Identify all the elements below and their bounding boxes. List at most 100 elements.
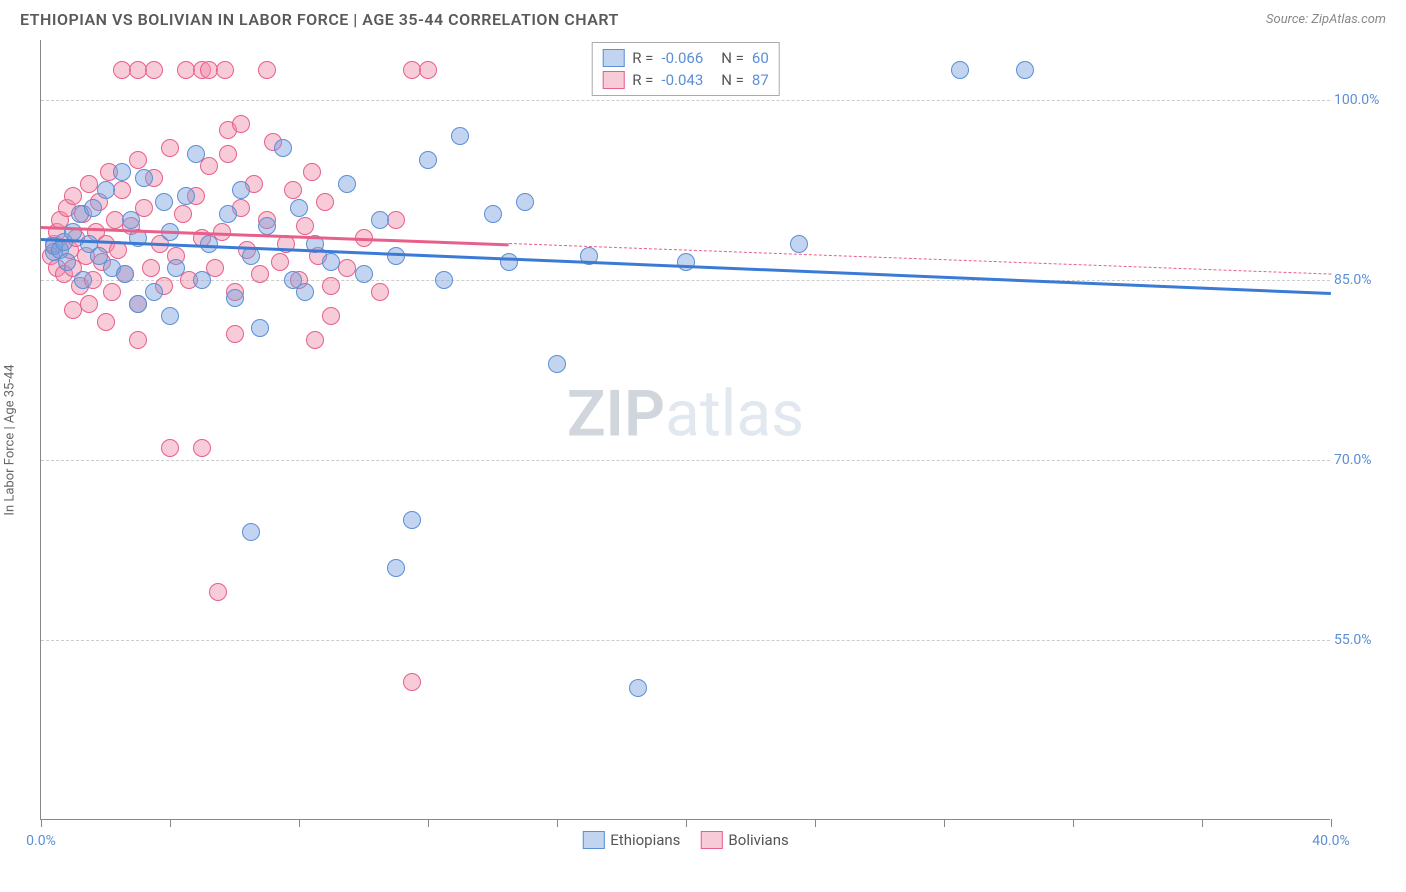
data-point xyxy=(226,325,244,343)
gridline-h xyxy=(41,460,1330,461)
data-point xyxy=(145,61,163,79)
y-tick-label: 85.0% xyxy=(1334,272,1386,288)
data-point xyxy=(306,331,324,349)
legend-row: R =-0.043N =87 xyxy=(602,69,769,91)
data-point xyxy=(1016,61,1034,79)
legend-n-label: N = xyxy=(721,49,744,67)
data-point xyxy=(129,295,147,313)
x-tick xyxy=(170,819,171,827)
data-point xyxy=(122,211,140,229)
data-point xyxy=(338,175,356,193)
data-point xyxy=(258,61,276,79)
gridline-h xyxy=(41,640,1330,641)
data-point xyxy=(226,289,244,307)
data-point xyxy=(403,511,421,529)
data-point xyxy=(296,283,314,301)
legend-n-value: 60 xyxy=(752,49,769,67)
data-point xyxy=(161,139,179,157)
legend-swatch xyxy=(602,71,624,89)
plot-area: ZIPatlas R =-0.066N =60R =-0.043N =87 Et… xyxy=(40,40,1330,820)
data-point xyxy=(167,259,185,277)
legend-r-value: -0.043 xyxy=(661,71,703,89)
data-point xyxy=(135,169,153,187)
data-point xyxy=(58,253,76,271)
data-point xyxy=(97,313,115,331)
data-point xyxy=(116,265,134,283)
x-tick xyxy=(1202,819,1203,827)
data-point xyxy=(322,253,340,271)
data-point xyxy=(219,145,237,163)
data-point xyxy=(274,139,292,157)
data-point xyxy=(500,253,518,271)
data-point xyxy=(219,205,237,223)
data-point xyxy=(74,271,92,289)
data-point xyxy=(64,187,82,205)
data-point xyxy=(419,151,437,169)
data-point xyxy=(951,61,969,79)
data-point xyxy=(451,127,469,145)
correlation-legend: R =-0.066N =60R =-0.043N =87 xyxy=(591,42,780,96)
data-point xyxy=(677,253,695,271)
legend-swatch xyxy=(700,831,722,849)
data-point xyxy=(371,283,389,301)
data-point xyxy=(387,211,405,229)
x-tick xyxy=(428,819,429,827)
data-point xyxy=(145,283,163,301)
x-tick xyxy=(557,819,558,827)
y-tick-label: 55.0% xyxy=(1334,632,1386,648)
data-point xyxy=(216,61,234,79)
x-tick xyxy=(299,819,300,827)
data-point xyxy=(303,163,321,181)
data-point xyxy=(209,583,227,601)
chart-title: ETHIOPIAN VS BOLIVIAN IN LABOR FORCE | A… xyxy=(20,10,619,29)
series-legend: EthiopiansBolivians xyxy=(582,831,788,849)
data-point xyxy=(435,271,453,289)
data-point xyxy=(174,205,192,223)
x-tick xyxy=(1073,819,1074,827)
source-label: Source: ZipAtlas.com xyxy=(1266,12,1386,27)
legend-swatch xyxy=(582,831,604,849)
data-point xyxy=(516,193,534,211)
x-tick-label: 40.0% xyxy=(1312,833,1350,849)
data-point xyxy=(355,265,373,283)
data-point xyxy=(187,145,205,163)
y-tick-label: 100.0% xyxy=(1334,92,1386,108)
y-axis-label: In Labor Force | Age 35-44 xyxy=(3,364,18,515)
data-point xyxy=(193,271,211,289)
x-tick xyxy=(944,819,945,827)
data-point xyxy=(629,679,647,697)
data-point xyxy=(232,181,250,199)
data-point xyxy=(271,253,289,271)
data-point xyxy=(371,211,389,229)
trend-line-dashed xyxy=(509,243,1331,275)
data-point xyxy=(129,151,147,169)
data-point xyxy=(290,199,308,217)
data-point xyxy=(193,439,211,457)
data-point xyxy=(161,439,179,457)
gridline-h xyxy=(41,100,1330,101)
data-point xyxy=(258,217,276,235)
data-point xyxy=(84,199,102,217)
data-point xyxy=(316,193,334,211)
legend-r-label: R = xyxy=(632,49,653,67)
data-point xyxy=(103,283,121,301)
x-tick xyxy=(686,819,687,827)
data-point xyxy=(322,307,340,325)
legend-r-label: R = xyxy=(632,71,653,89)
plot-wrap: In Labor Force | Age 35-44 ZIPatlas R =-… xyxy=(40,40,1386,840)
data-point xyxy=(177,187,195,205)
data-point xyxy=(155,193,173,211)
data-point xyxy=(790,235,808,253)
legend-item: Bolivians xyxy=(700,831,788,849)
y-tick-label: 70.0% xyxy=(1334,452,1386,468)
data-point xyxy=(296,217,314,235)
data-point xyxy=(80,295,98,313)
data-point xyxy=(387,247,405,265)
data-point xyxy=(97,181,115,199)
x-tick xyxy=(41,819,42,827)
legend-swatch xyxy=(602,49,624,67)
x-tick xyxy=(1331,819,1332,827)
data-point xyxy=(242,523,260,541)
data-point xyxy=(142,259,160,277)
legend-r-value: -0.066 xyxy=(661,49,703,67)
